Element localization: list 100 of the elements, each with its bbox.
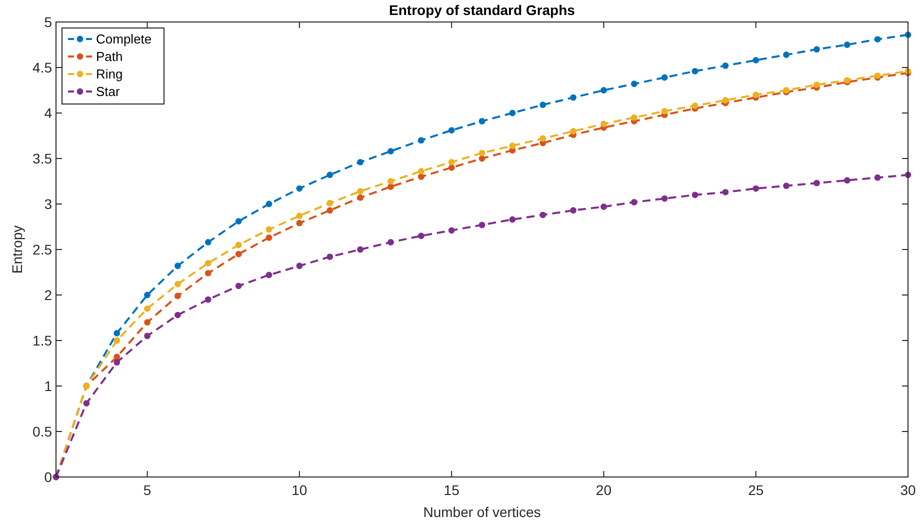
point xyxy=(174,312,181,318)
y-tick-label: 2.5 xyxy=(32,241,52,258)
point xyxy=(540,135,546,142)
point xyxy=(752,92,760,98)
point xyxy=(174,292,181,300)
point xyxy=(296,212,303,220)
x-tick-label: 25 xyxy=(748,482,764,498)
legend-label: Complete xyxy=(96,32,152,47)
point xyxy=(235,282,242,290)
point xyxy=(448,164,455,171)
point xyxy=(722,188,729,196)
point xyxy=(296,185,303,192)
point xyxy=(509,110,516,116)
point xyxy=(83,400,90,406)
point xyxy=(418,137,424,144)
point xyxy=(266,226,272,233)
point xyxy=(418,168,424,174)
legend-label: Star xyxy=(96,84,121,100)
point xyxy=(357,194,364,201)
y-axis-title: Entropy xyxy=(9,225,25,274)
point xyxy=(814,46,820,52)
point xyxy=(570,128,576,134)
point xyxy=(357,246,364,253)
point xyxy=(174,280,181,288)
point xyxy=(114,337,120,344)
point xyxy=(418,232,424,240)
point xyxy=(630,114,638,121)
point xyxy=(448,158,455,166)
point xyxy=(388,178,394,184)
y-tick-label: 1 xyxy=(44,378,52,394)
x-tick-label: 20 xyxy=(596,482,612,498)
point xyxy=(296,262,303,270)
chart-title: Entropy of standard Graphs xyxy=(389,2,576,18)
point xyxy=(540,212,546,218)
point xyxy=(692,68,698,74)
point xyxy=(478,222,486,228)
point xyxy=(326,200,334,206)
point xyxy=(600,204,607,210)
point xyxy=(844,42,850,48)
point xyxy=(204,239,212,246)
point xyxy=(357,188,364,194)
point xyxy=(114,359,120,366)
point xyxy=(266,272,272,278)
point xyxy=(235,242,242,248)
point xyxy=(388,148,394,154)
point xyxy=(783,182,790,189)
point xyxy=(478,155,486,162)
point xyxy=(448,227,455,234)
point xyxy=(630,198,638,206)
point xyxy=(509,142,516,149)
y-tick-label: 0.5 xyxy=(32,423,52,440)
point xyxy=(752,57,760,64)
point xyxy=(266,234,272,241)
point xyxy=(448,127,455,134)
point xyxy=(661,108,668,114)
point xyxy=(144,332,150,340)
point xyxy=(326,207,334,214)
legend-label: Path xyxy=(96,49,123,64)
point xyxy=(752,185,760,192)
x-tick-label: 15 xyxy=(444,482,460,498)
point xyxy=(388,239,394,246)
point xyxy=(357,158,364,166)
point xyxy=(540,102,546,108)
point xyxy=(783,52,790,58)
point xyxy=(114,354,120,360)
point xyxy=(388,184,394,190)
y-tick-label: 4.5 xyxy=(32,59,52,76)
point xyxy=(204,260,212,266)
point xyxy=(844,177,850,184)
point xyxy=(814,82,820,88)
point xyxy=(722,97,729,104)
y-tick-label: 5 xyxy=(44,14,52,30)
point xyxy=(570,94,576,101)
point xyxy=(204,296,212,303)
point xyxy=(509,216,516,223)
point xyxy=(600,87,607,94)
point xyxy=(114,330,120,336)
point xyxy=(174,262,181,270)
point xyxy=(144,319,150,326)
point xyxy=(874,36,881,42)
point xyxy=(235,218,242,224)
y-tick-label: 1.5 xyxy=(32,332,52,348)
x-tick-label: 30 xyxy=(900,482,916,498)
point xyxy=(814,180,820,186)
point xyxy=(630,80,638,88)
legend-label: Ring xyxy=(96,66,123,82)
point xyxy=(144,305,150,312)
point xyxy=(661,74,668,81)
point xyxy=(296,220,303,226)
point xyxy=(600,120,607,128)
point xyxy=(326,172,334,178)
x-tick-label: 5 xyxy=(143,482,152,498)
point xyxy=(204,270,212,276)
point xyxy=(235,250,242,258)
point xyxy=(326,254,334,260)
point xyxy=(144,292,150,298)
point xyxy=(874,174,881,181)
x-axis-title: Number of vertices xyxy=(423,504,541,520)
point xyxy=(661,195,668,202)
y-tick-label: 0 xyxy=(44,468,52,485)
